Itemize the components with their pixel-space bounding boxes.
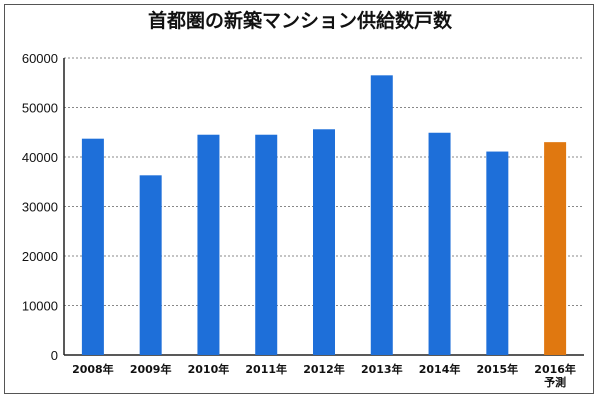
x-tick-label: 2010年 <box>188 362 230 376</box>
x-tick-label: 2014年 <box>419 362 461 376</box>
y-tick-label: 40000 <box>22 150 58 165</box>
bar <box>81 138 104 355</box>
bar <box>197 134 220 355</box>
y-tick-label: 50000 <box>22 101 58 116</box>
y-tick-label: 60000 <box>22 51 58 66</box>
bar <box>313 129 335 355</box>
y-tick-label: 0 <box>51 348 58 363</box>
x-tick-label: 2009年 <box>130 362 172 376</box>
x-tick-label: 2015年 <box>477 362 519 376</box>
bar <box>255 134 278 355</box>
x-tick-label: 2013年 <box>361 362 403 376</box>
y-tick-label: 30000 <box>22 200 58 215</box>
y-tick-label: 10000 <box>22 299 58 314</box>
chart-title: 首都圏の新築マンション供給数戸数 <box>147 10 452 32</box>
y-tick-label: 20000 <box>22 249 58 264</box>
bar <box>428 132 451 355</box>
bar <box>544 142 567 355</box>
x-tick-label: 2008年 <box>72 362 114 376</box>
bar <box>486 151 509 355</box>
bar <box>139 175 162 355</box>
x-tick-label: 2016年予測 <box>534 362 576 389</box>
x-tick-label: 2012年 <box>303 362 345 376</box>
bar <box>370 75 393 355</box>
x-tick-label: 2011年 <box>245 362 287 376</box>
